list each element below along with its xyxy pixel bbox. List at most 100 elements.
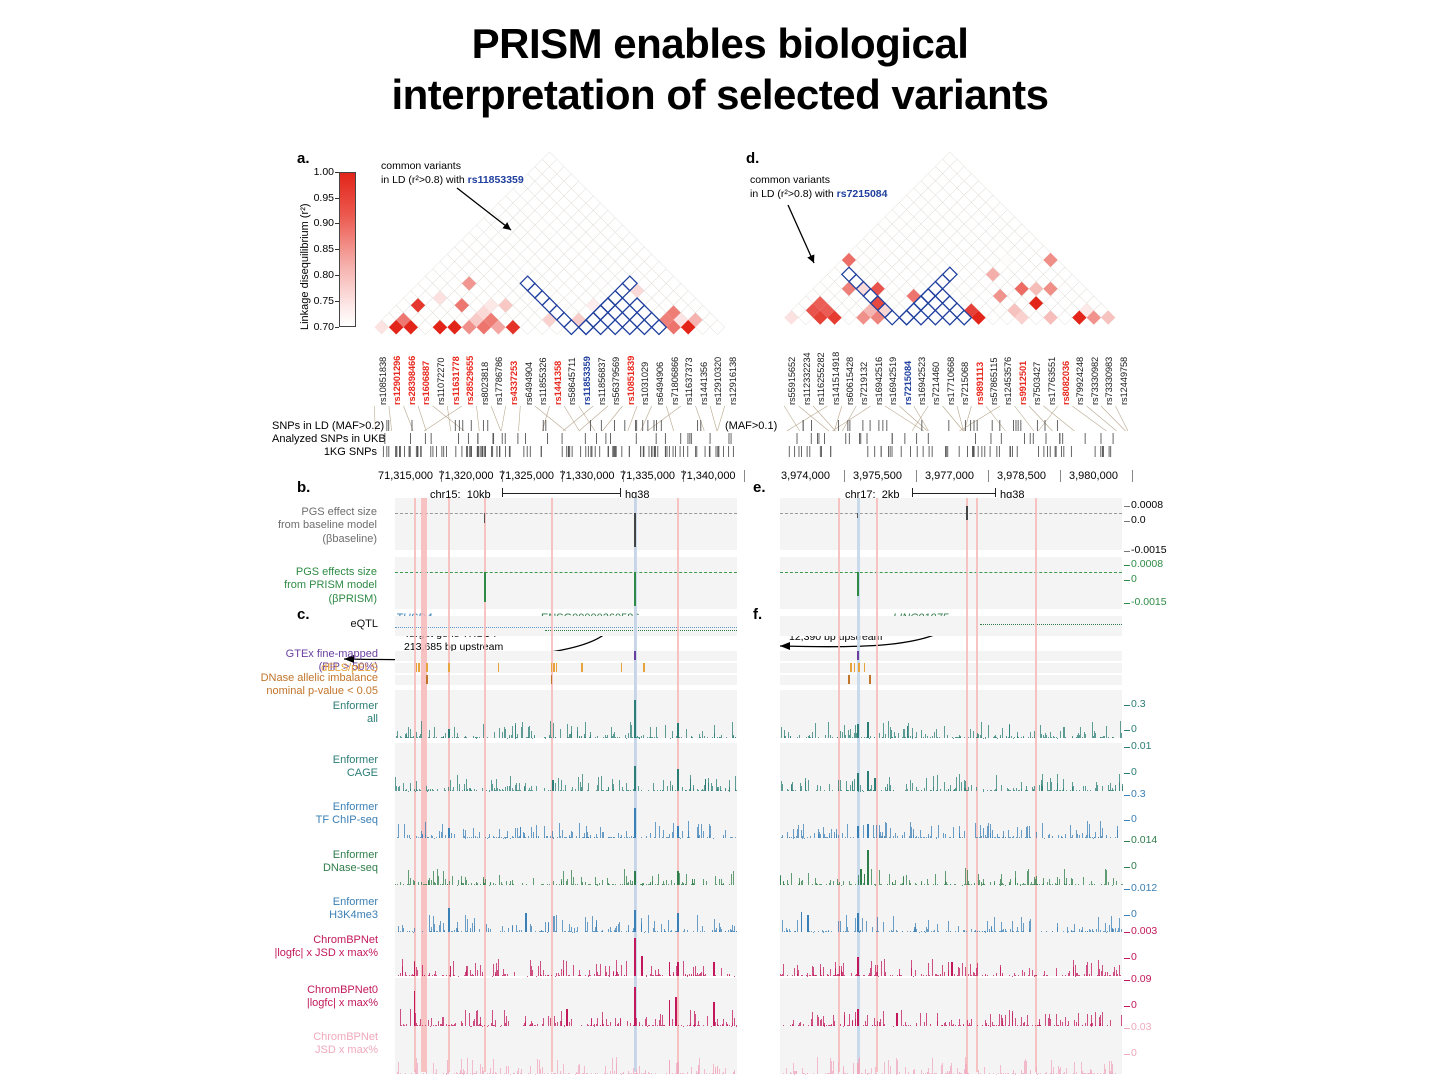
signal-bar [501,1025,503,1026]
signal-bar [559,836,561,838]
signal-bar [485,879,487,885]
signal-bar [565,880,567,885]
signal-bar [727,929,729,932]
signal-bar [588,974,590,976]
signal-bar [539,960,541,976]
signal-bar [998,836,1000,838]
signal-bar [994,735,996,738]
signal-bar [969,728,971,738]
signal-bar [599,1025,601,1026]
signal-bar [813,975,815,976]
signal-peak-2 [524,912,527,932]
track-background-right-3 [780,651,1122,661]
signal-bar [722,1073,724,1074]
signal-bar [885,971,886,976]
snp-label-rs11856837: rs11856837 [596,357,607,405]
signal-bar [915,1022,917,1026]
signal-bar [447,1059,449,1074]
signal-bar [817,931,819,932]
signal-bar [525,1021,526,1026]
signal-bar [1029,826,1031,838]
signal-bar [459,1069,461,1074]
signal-bar [1022,884,1024,885]
signal-bar [694,1023,696,1026]
signal-bar [981,836,983,838]
signal-bar [727,1025,729,1026]
signal-bar [902,930,904,932]
signal-bar [702,925,704,932]
signal-bar [1083,732,1085,738]
signal-bar [870,975,872,976]
signal-bar [919,1012,921,1026]
track-label-gtex-finemapped-line-0: GTEx fine-mapped [285,648,378,660]
signal-bar [398,925,400,932]
signal-bar [902,883,904,885]
signal-bar [629,790,631,791]
signal-bar [946,790,948,791]
signal-bar [1055,789,1057,791]
signal-bar [689,1010,691,1026]
signal-bar [516,828,518,838]
signal-bar [821,1018,823,1026]
signal-bar [1075,964,1077,976]
snp-label-rs8082036: rs8082036 [1060,360,1071,405]
signal-bar [425,883,427,885]
axis-min-enformer-cage: 0 [1131,766,1137,778]
signal-bar [1090,1068,1092,1074]
snp-label-rs17763551: rs17763551 [1046,356,1057,405]
signal-bar [434,882,436,885]
signal-bar [928,837,930,838]
track-background-left-4 [395,663,737,673]
signal-bar [843,1015,845,1026]
signal-bar [1049,1013,1051,1026]
axis-a-tick-3: 71,330,000 [559,470,615,482]
signal-bar [566,878,568,885]
signal-bar [897,835,898,838]
signal-bar [452,786,454,791]
signal-bar [901,884,903,885]
signal-bar [435,975,437,976]
signal-bar [876,1021,878,1026]
signal-bar [502,926,503,932]
signal-bar [996,1073,998,1074]
signal-bar [824,789,826,791]
signal-bar [893,884,895,885]
signal-bar [1103,931,1105,932]
track-label-chrombpnet-jsdmax: ChromBPNet JSD x max% [180,1031,378,1058]
signal-bar [782,974,784,976]
signal-bar [796,828,798,838]
signal-bar [794,790,796,791]
signal-bar [429,931,431,932]
signal-bar [1088,928,1090,932]
signal-bar [635,737,637,738]
signal-bar [876,931,878,932]
signal-bar [464,835,466,838]
signal-bar [1103,1073,1105,1074]
axis-prism-max: 0.0008 [1131,558,1164,570]
axis-a-tick-4: 71,335,000 [620,470,676,482]
signal-bar [875,825,877,838]
signal-bar [1118,781,1120,791]
signal-bar [919,829,921,838]
signal-bar [874,1018,876,1026]
dnase-mark-left-0 [426,675,429,684]
signal-bar [525,737,527,738]
signal-bar [724,1067,726,1074]
signal-peak-1 [800,911,803,932]
signal-bar [1017,737,1019,738]
signal-bar [579,823,581,838]
signal-bar [958,736,960,738]
signal-bar [487,1025,489,1026]
signal-bar [696,1070,698,1074]
signal-bar [1036,884,1038,885]
signal-bar [805,790,807,791]
signal-bar [662,884,664,885]
signal-peak-1 [677,769,679,791]
signal-bar [634,1073,636,1074]
signal-peak-4 [413,961,416,976]
signal-bar [420,881,422,885]
signal-bar [964,884,966,885]
signal-bar [541,1024,543,1026]
signal-bar [540,1069,542,1074]
signal-bar [1044,837,1046,838]
